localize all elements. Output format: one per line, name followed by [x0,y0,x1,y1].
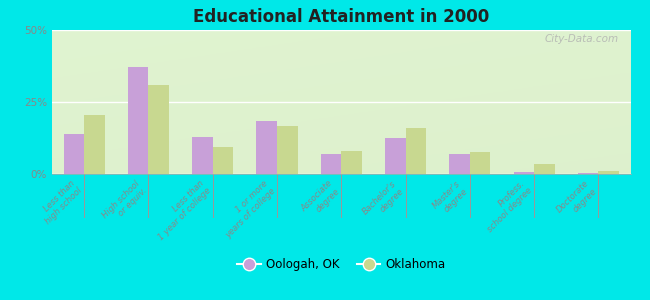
Bar [128,68,148,174]
Bar [84,115,105,174]
Bar [256,121,277,174]
Bar [406,128,426,174]
Bar [578,173,599,174]
Bar [64,134,84,174]
Legend: Oologah, OK, Oklahoma: Oologah, OK, Oklahoma [233,254,450,276]
Bar [320,154,341,174]
Bar [534,164,554,174]
Bar [449,154,470,174]
Bar [192,136,213,174]
Text: City-Data.com: City-Data.com [545,34,619,44]
Title: Educational Attainment in 2000: Educational Attainment in 2000 [193,8,489,26]
Bar [599,170,619,174]
Bar [341,151,362,174]
Bar [213,147,233,174]
Bar [277,127,298,174]
Bar [385,138,406,174]
Bar [470,152,490,174]
Bar [148,85,169,174]
Bar [514,172,534,174]
